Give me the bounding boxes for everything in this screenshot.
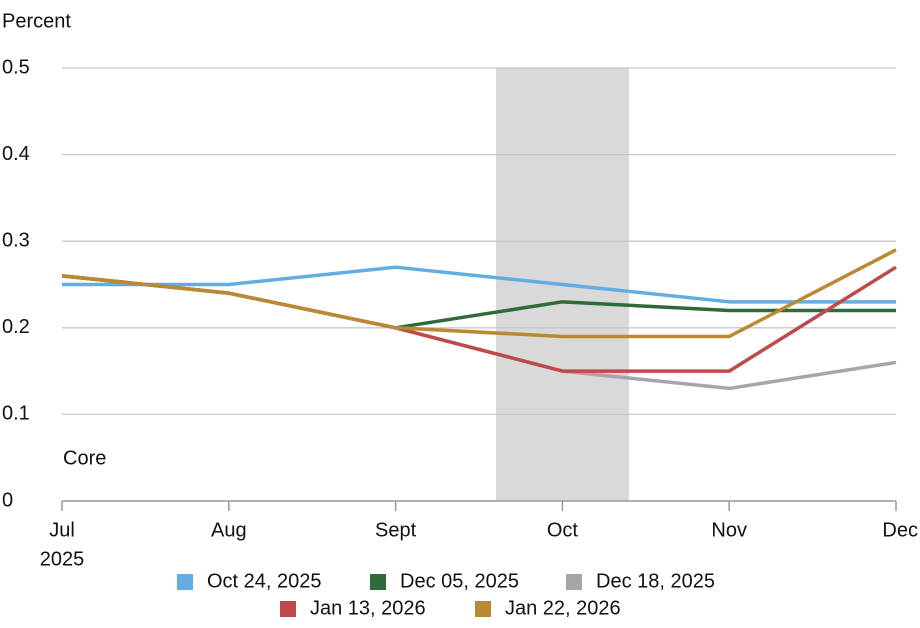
legend-label: Dec 18, 2025 — [596, 570, 715, 592]
y-tick-label: 0.2 — [2, 316, 30, 338]
x-tick-label: Aug — [211, 519, 247, 541]
y-tick-label: 0.3 — [2, 229, 30, 251]
legend-swatch — [280, 601, 296, 617]
x-tick-label: Sept — [375, 519, 417, 541]
y-tick-label: 0 — [2, 489, 13, 511]
legend-label: Jan 13, 2026 — [310, 597, 426, 619]
annotation: Core — [63, 447, 106, 469]
legend-swatch — [177, 574, 193, 590]
y-axis-label: Percent — [2, 10, 71, 32]
y-tick-label: 0.1 — [2, 403, 30, 425]
legend-label: Oct 24, 2025 — [207, 570, 322, 592]
series-line — [62, 265, 896, 304]
legend-label: Dec 05, 2025 — [400, 570, 519, 592]
y-tick-label: 0.5 — [2, 56, 30, 78]
x-tick-label: Oct — [547, 519, 579, 541]
x-tick-label: Dec — [882, 519, 918, 541]
x-tick-label: Jul — [49, 519, 75, 541]
legend-swatch — [475, 601, 491, 617]
legend-swatch — [566, 574, 582, 590]
legend-label: Jan 22, 2026 — [505, 597, 621, 619]
y-tick-label: 0.4 — [2, 143, 30, 165]
x-tick-label: Nov — [711, 519, 747, 541]
series-line — [61, 248, 897, 339]
x-year-label: 2025 — [40, 548, 85, 570]
legend-swatch — [370, 574, 386, 590]
